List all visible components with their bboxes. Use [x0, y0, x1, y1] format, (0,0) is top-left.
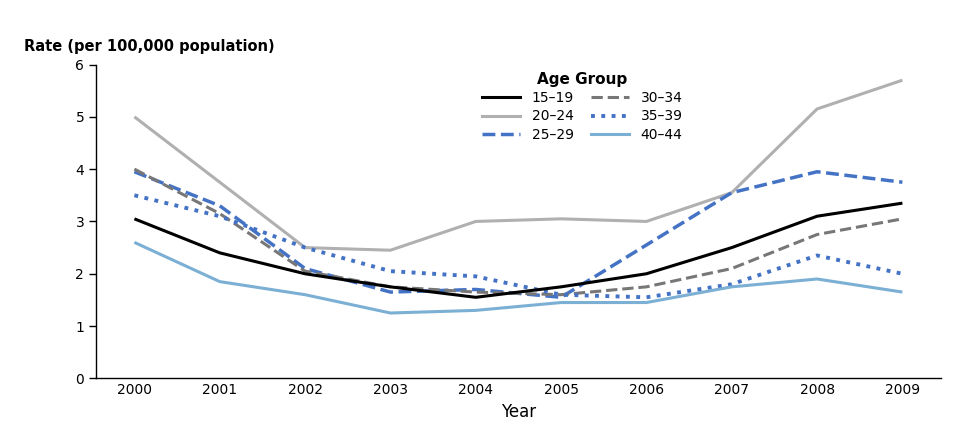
20–24	[811, 106, 823, 111]
40–44	[640, 300, 652, 305]
25–29	[811, 169, 823, 174]
35–39	[300, 245, 311, 250]
35–39	[640, 295, 652, 300]
20–24	[726, 190, 737, 195]
40–44	[897, 289, 908, 295]
40–44	[726, 284, 737, 289]
35–39	[470, 274, 482, 279]
30–34	[726, 266, 737, 271]
25–29	[385, 289, 396, 295]
20–24	[555, 216, 566, 221]
35–39	[129, 193, 140, 198]
25–29	[470, 287, 482, 292]
15–19	[640, 271, 652, 276]
40–44	[300, 292, 311, 297]
20–24	[129, 114, 140, 120]
35–39	[385, 269, 396, 274]
35–39	[555, 292, 566, 297]
40–44	[385, 310, 396, 316]
15–19	[897, 200, 908, 206]
35–39	[897, 271, 908, 276]
35–39	[214, 214, 226, 219]
20–24	[897, 77, 908, 83]
30–34	[897, 216, 908, 221]
15–19	[726, 245, 737, 250]
Line: 30–34: 30–34	[134, 169, 902, 295]
30–34	[470, 289, 482, 295]
40–44	[214, 279, 226, 284]
15–19	[214, 250, 226, 255]
25–29	[214, 203, 226, 209]
Line: 35–39: 35–39	[134, 195, 902, 297]
25–29	[555, 295, 566, 300]
15–19	[385, 284, 396, 289]
30–34	[640, 284, 652, 289]
20–24	[214, 180, 226, 185]
40–44	[811, 276, 823, 282]
25–29	[129, 169, 140, 174]
30–34	[555, 292, 566, 297]
30–34	[811, 232, 823, 237]
35–39	[811, 253, 823, 258]
40–44	[129, 240, 140, 245]
40–44	[470, 308, 482, 313]
40–44	[555, 300, 566, 305]
15–19	[811, 214, 823, 219]
30–34	[300, 269, 311, 274]
Line: 15–19: 15–19	[134, 203, 902, 297]
Legend: 15–19, 20–24, 25–29, 30–34, 35–39, 40–44: 15–19, 20–24, 25–29, 30–34, 35–39, 40–44	[474, 65, 689, 148]
25–29	[897, 180, 908, 185]
20–24	[640, 219, 652, 224]
Text: Rate (per 100,000 population): Rate (per 100,000 population)	[24, 40, 275, 54]
20–24	[385, 248, 396, 253]
15–19	[470, 295, 482, 300]
30–34	[385, 284, 396, 289]
30–34	[214, 211, 226, 216]
25–29	[300, 266, 311, 271]
Line: 20–24: 20–24	[134, 80, 902, 250]
X-axis label: Year: Year	[501, 403, 536, 421]
25–29	[726, 190, 737, 195]
Line: 25–29: 25–29	[134, 172, 902, 297]
35–39	[726, 282, 737, 287]
15–19	[300, 271, 311, 276]
20–24	[300, 245, 311, 250]
15–19	[129, 216, 140, 221]
25–29	[640, 243, 652, 248]
30–34	[129, 166, 140, 172]
15–19	[555, 284, 566, 289]
20–24	[470, 219, 482, 224]
Line: 40–44: 40–44	[134, 243, 902, 313]
